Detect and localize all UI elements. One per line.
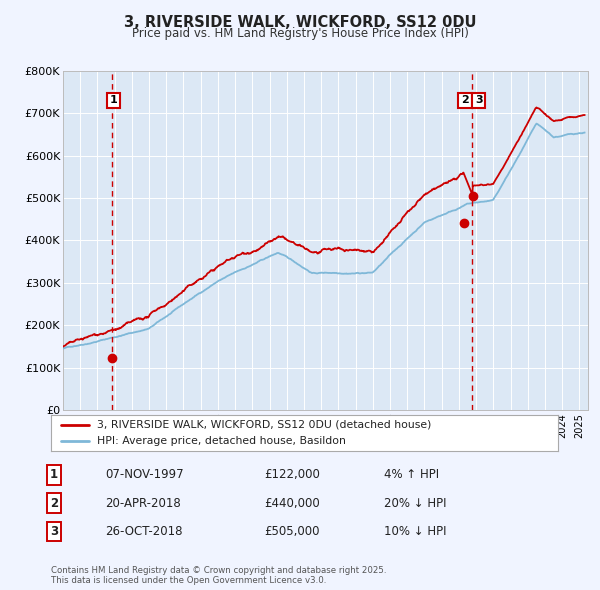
Text: Price paid vs. HM Land Registry's House Price Index (HPI): Price paid vs. HM Land Registry's House … [131, 27, 469, 40]
Text: 1: 1 [110, 96, 118, 106]
Text: HPI: Average price, detached house, Basildon: HPI: Average price, detached house, Basi… [97, 437, 346, 447]
Text: £122,000: £122,000 [264, 468, 320, 481]
Text: 20% ↓ HPI: 20% ↓ HPI [384, 497, 446, 510]
Text: 3: 3 [475, 96, 482, 106]
Text: £505,000: £505,000 [264, 525, 320, 538]
Text: 2: 2 [50, 497, 58, 510]
Text: 3, RIVERSIDE WALK, WICKFORD, SS12 0DU: 3, RIVERSIDE WALK, WICKFORD, SS12 0DU [124, 15, 476, 30]
Text: 26-OCT-2018: 26-OCT-2018 [105, 525, 182, 538]
Text: 07-NOV-1997: 07-NOV-1997 [105, 468, 184, 481]
Text: 20-APR-2018: 20-APR-2018 [105, 497, 181, 510]
Text: Contains HM Land Registry data © Crown copyright and database right 2025.
This d: Contains HM Land Registry data © Crown c… [51, 566, 386, 585]
Text: 4% ↑ HPI: 4% ↑ HPI [384, 468, 439, 481]
Text: £440,000: £440,000 [264, 497, 320, 510]
Text: 3, RIVERSIDE WALK, WICKFORD, SS12 0DU (detached house): 3, RIVERSIDE WALK, WICKFORD, SS12 0DU (d… [97, 419, 431, 430]
Text: 3: 3 [50, 525, 58, 538]
Text: 1: 1 [50, 468, 58, 481]
Text: 10% ↓ HPI: 10% ↓ HPI [384, 525, 446, 538]
Text: 2: 2 [461, 96, 469, 106]
